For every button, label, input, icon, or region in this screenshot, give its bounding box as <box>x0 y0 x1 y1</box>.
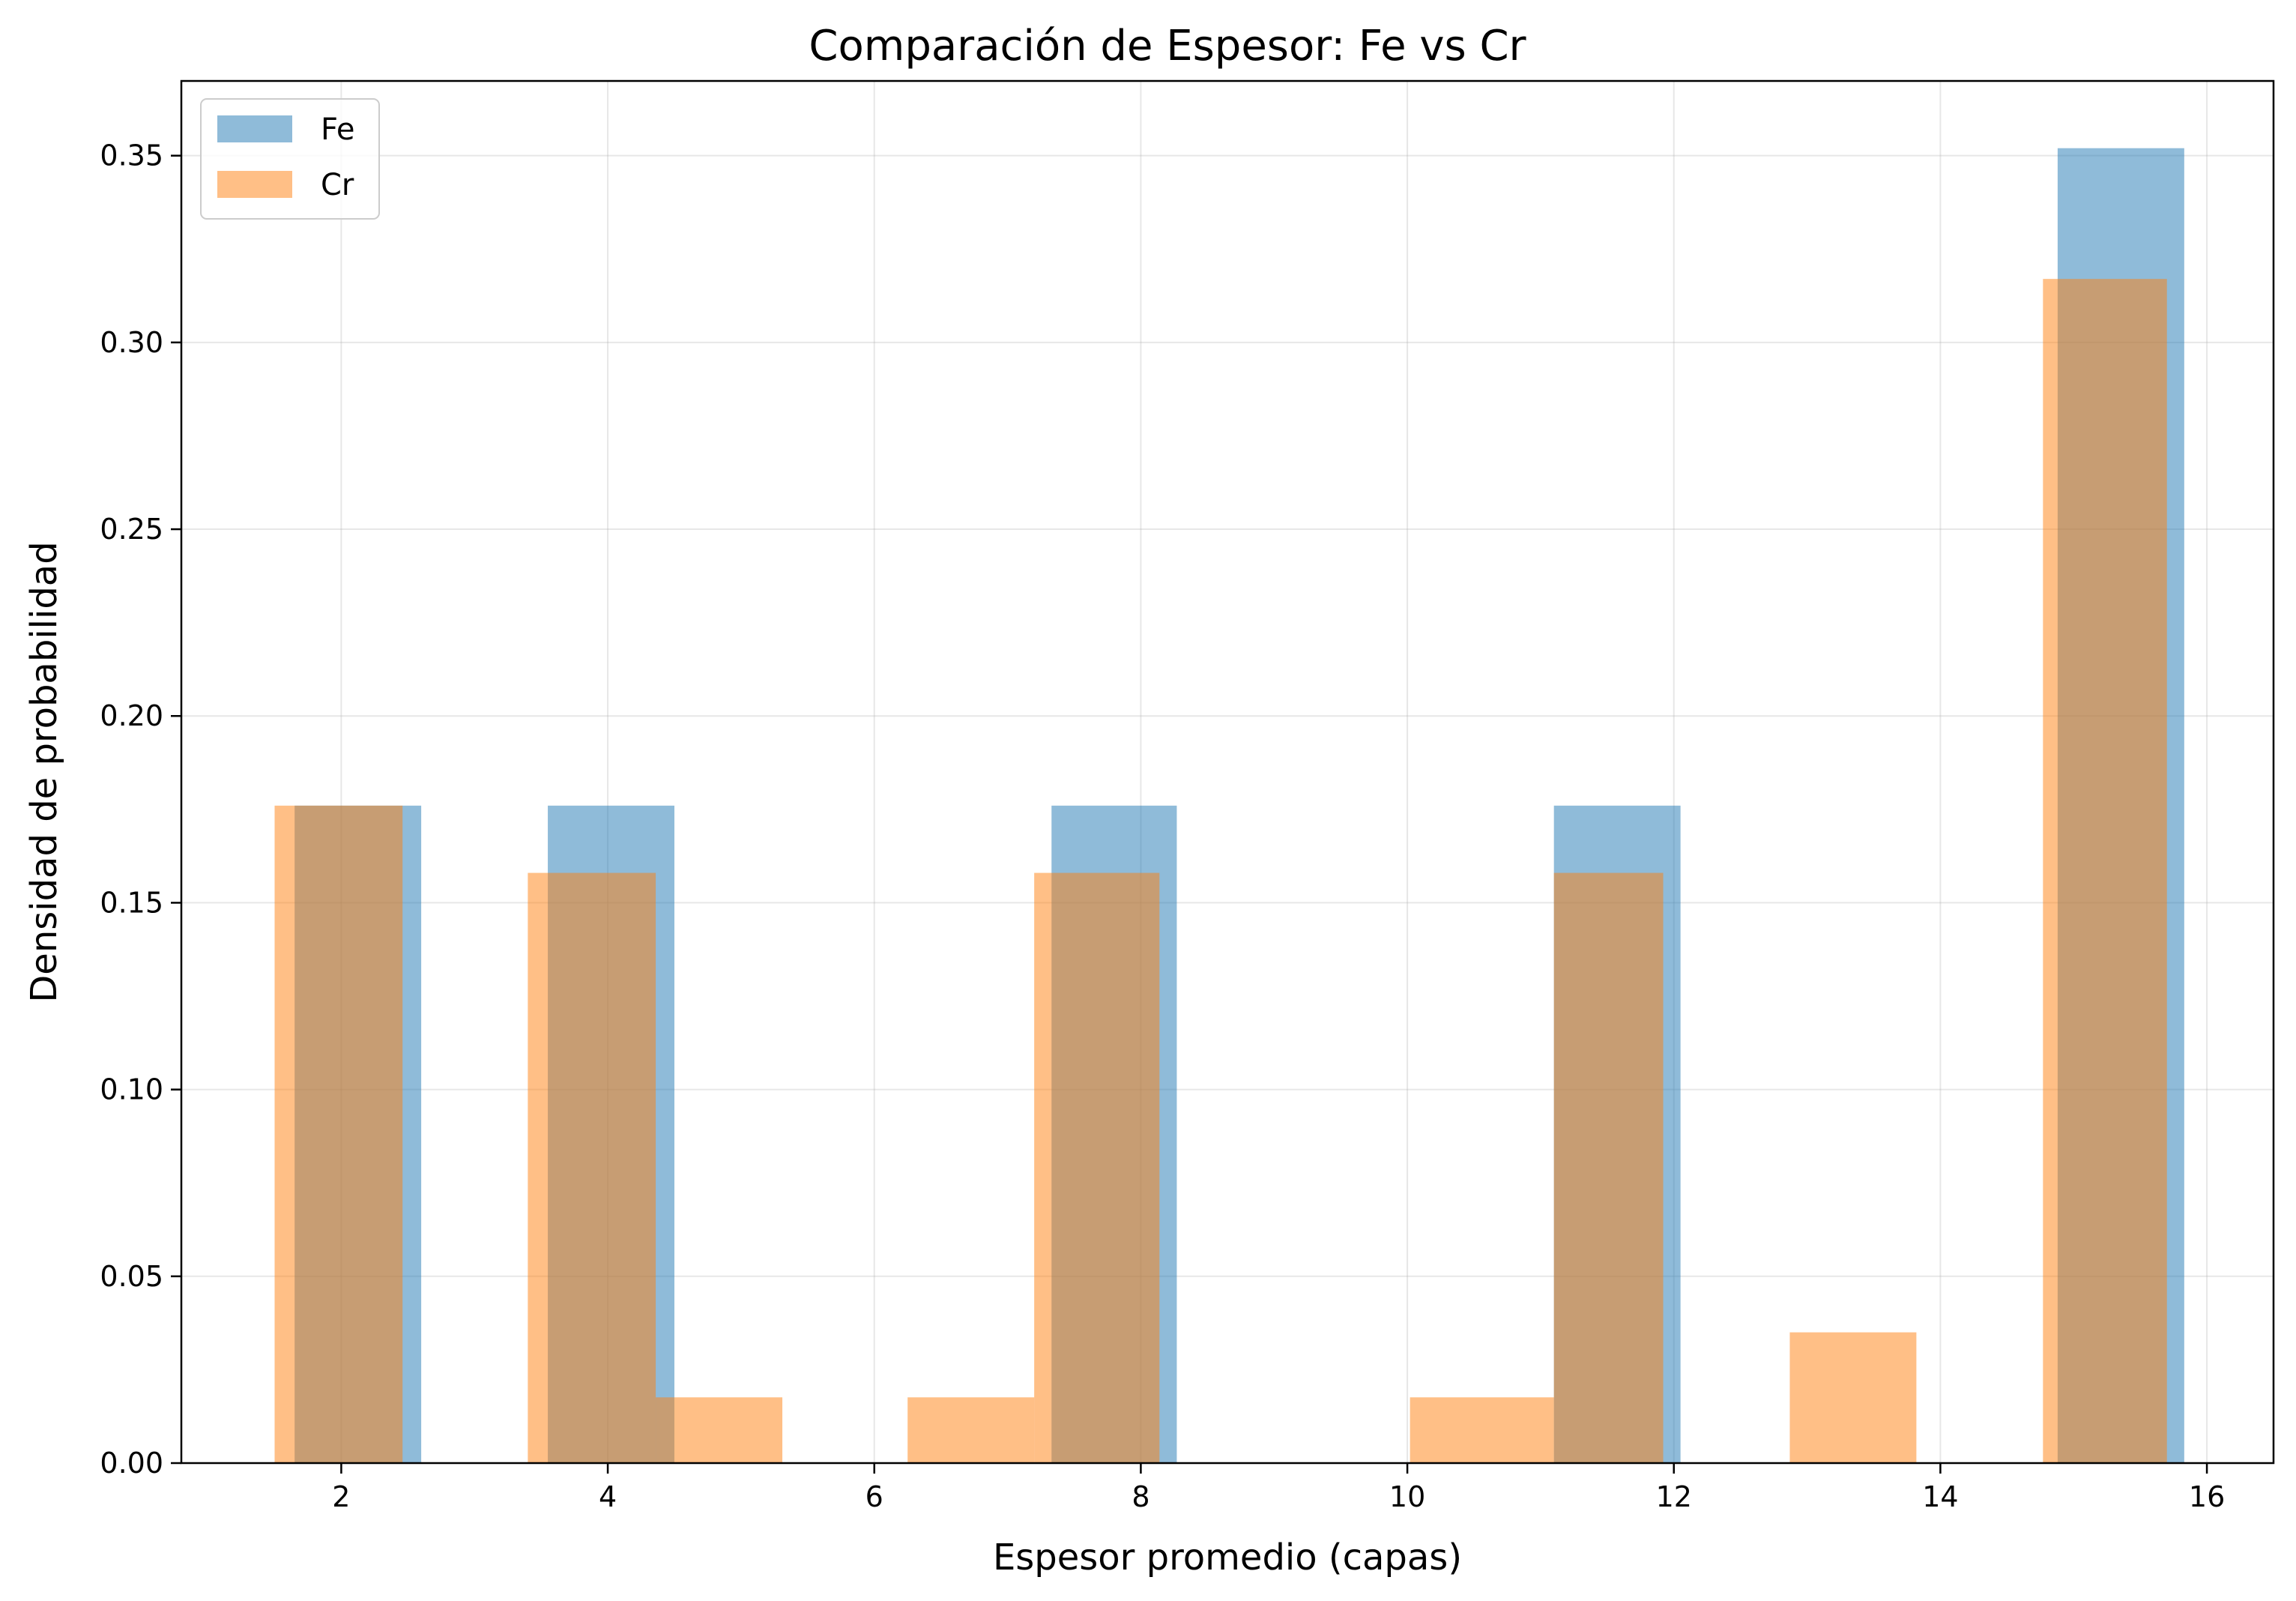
legend-label-cr: Cr <box>321 168 354 202</box>
bar-cr-5 <box>1410 1397 1554 1463</box>
bar-cr-4 <box>1034 872 1160 1463</box>
bar-cr-0 <box>274 805 403 1463</box>
x-tick-label: 8 <box>1132 1480 1149 1513</box>
ticks-layer: 2 4 6 8 10 12 14 16 0.00 0.05 0.10 0.15 0.20 0.25 0.30… <box>100 139 2225 1513</box>
y-tick-label: 0.25 <box>100 513 163 546</box>
x-tick-label: 4 <box>599 1480 617 1513</box>
bar-cr-7 <box>1789 1332 1917 1463</box>
bar-cr-1 <box>528 872 656 1463</box>
bar-cr-3 <box>907 1397 1035 1463</box>
legend: Fe Cr <box>200 98 380 220</box>
x-tick-label: 10 <box>1389 1480 1425 1513</box>
bar-cr-8 <box>2043 279 2167 1464</box>
y-tick-label: 0.35 <box>100 139 163 172</box>
x-tick-label: 16 <box>2189 1480 2225 1513</box>
chart-title: Comparación de Espesor: Fe vs Cr <box>809 22 1526 70</box>
legend-swatch-fe <box>217 115 292 142</box>
x-tick-label: 12 <box>1656 1480 1692 1513</box>
bar-cr-2 <box>656 1397 783 1463</box>
x-tick-label: 2 <box>332 1480 350 1513</box>
grid-layer <box>181 81 2274 1464</box>
bars-layer <box>274 148 2184 1464</box>
bar-cr-6 <box>1553 872 1664 1463</box>
y-tick-label: 0.20 <box>100 699 163 732</box>
x-tick-label: 6 <box>865 1480 883 1513</box>
y-tick-label: 0.00 <box>100 1447 163 1480</box>
y-tick-label: 0.30 <box>100 326 163 359</box>
x-tick-label: 14 <box>1922 1480 1958 1513</box>
plot-frame <box>180 79 2275 1465</box>
legend-swatch-cr <box>217 171 292 198</box>
y-tick-label: 0.15 <box>100 886 163 919</box>
y-axis-label: Densidad de probabilidad <box>23 541 65 1002</box>
legend-label-fe: Fe <box>321 112 354 147</box>
y-tick-label: 0.10 <box>100 1073 163 1106</box>
x-axis-label: Espesor promedio (capas) <box>993 1537 1462 1579</box>
y-tick-label: 0.05 <box>100 1260 163 1293</box>
